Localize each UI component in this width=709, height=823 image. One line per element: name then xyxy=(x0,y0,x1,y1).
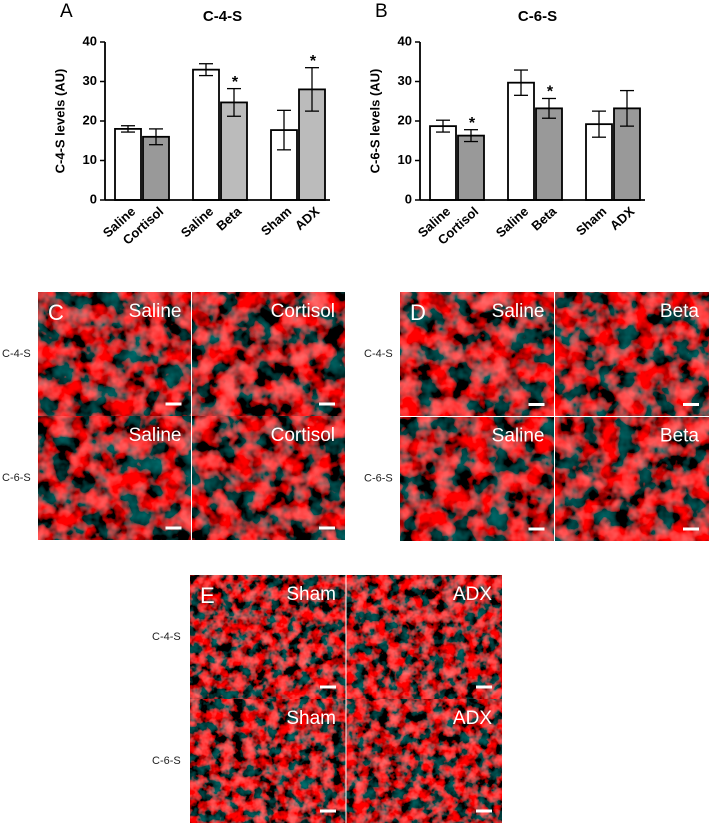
bar xyxy=(535,107,563,201)
error-bar xyxy=(305,67,319,112)
image-label: Saline xyxy=(492,426,545,447)
error-bar xyxy=(464,129,478,143)
micrograph xyxy=(38,292,192,416)
row-label: C-4-S xyxy=(364,348,393,360)
significance-marker: * xyxy=(547,84,554,101)
error-bar xyxy=(199,63,213,77)
micrograph xyxy=(190,575,346,699)
micrograph xyxy=(38,416,192,540)
y-tick-label: 10 xyxy=(398,152,412,167)
row-label: C-6-S xyxy=(2,472,31,484)
bar xyxy=(220,101,248,201)
panel-label: B xyxy=(375,1,388,22)
micrograph xyxy=(554,292,709,417)
micrograph xyxy=(191,416,345,540)
bar xyxy=(507,81,535,201)
significance-marker: * xyxy=(469,115,476,132)
image-label: ADX xyxy=(453,584,492,605)
x-tick-label: ADX xyxy=(292,203,323,233)
panel-label: C xyxy=(48,300,64,325)
error-bar xyxy=(542,97,556,119)
x-tick-label: ADX xyxy=(607,203,638,233)
image-label: Saline xyxy=(129,301,182,322)
image-label: Beta xyxy=(660,426,700,447)
panel-label: A xyxy=(60,1,73,22)
x-tick-label: Beta xyxy=(213,203,245,234)
micrograph xyxy=(190,699,346,823)
error-bar xyxy=(620,89,634,127)
y-tick-label: 40 xyxy=(398,33,412,48)
error-bar xyxy=(277,109,291,151)
error-bar xyxy=(227,87,241,117)
y-tick-label: 20 xyxy=(83,112,97,127)
row-label: C-4-S xyxy=(2,348,31,360)
error-bar xyxy=(436,119,450,133)
y-tick-label: 10 xyxy=(83,152,97,167)
image-label: Sham xyxy=(286,584,336,605)
x-tick-label: Saline xyxy=(493,204,531,241)
panel-label: E xyxy=(200,583,215,608)
image-label: Saline xyxy=(129,425,182,446)
row-label: C-6-S xyxy=(152,755,181,767)
row-label: C-4-S xyxy=(152,631,181,643)
significance-marker: * xyxy=(310,53,317,70)
micrograph xyxy=(554,416,709,541)
chart-title: C-6-S xyxy=(518,8,557,25)
y-axis-title: C-4-S levels (AU) xyxy=(52,69,67,174)
x-tick-label: Sham xyxy=(258,204,294,239)
image-label: ADX xyxy=(453,708,492,729)
significance-marker: * xyxy=(232,74,239,91)
error-bar xyxy=(514,69,528,96)
y-tick-label: 20 xyxy=(398,112,412,127)
panel-label: D xyxy=(410,300,426,325)
chart-title: C-4-S xyxy=(203,8,242,25)
row-label: C-6-S xyxy=(364,473,393,485)
image-label: Cortisol xyxy=(271,425,335,446)
error-bar xyxy=(149,128,163,146)
y-axis-title: C-6-S levels (AU) xyxy=(367,69,382,174)
micrograph xyxy=(346,699,502,823)
image-label: Cortisol xyxy=(271,301,335,322)
image-label: Sham xyxy=(286,708,336,729)
x-tick-label: Sham xyxy=(573,204,609,239)
y-tick-label: 30 xyxy=(83,73,97,88)
x-tick-label: Saline xyxy=(178,204,216,241)
micrograph xyxy=(400,416,555,541)
error-bar xyxy=(592,110,606,138)
micrograph xyxy=(346,575,502,699)
micrograph xyxy=(191,292,345,416)
bar xyxy=(457,134,485,201)
y-tick-label: 40 xyxy=(83,33,97,48)
y-tick-label: 30 xyxy=(398,73,412,88)
image-label: Beta xyxy=(660,301,700,322)
error-bar xyxy=(121,125,135,133)
micrograph xyxy=(400,292,555,417)
x-tick-label: Beta xyxy=(528,203,560,234)
bar xyxy=(114,127,142,201)
y-tick-label: 0 xyxy=(90,191,97,206)
bar xyxy=(192,68,220,201)
bar xyxy=(429,125,457,201)
y-tick-label: 0 xyxy=(405,191,412,206)
bar xyxy=(142,135,170,201)
image-label: Saline xyxy=(492,301,545,322)
